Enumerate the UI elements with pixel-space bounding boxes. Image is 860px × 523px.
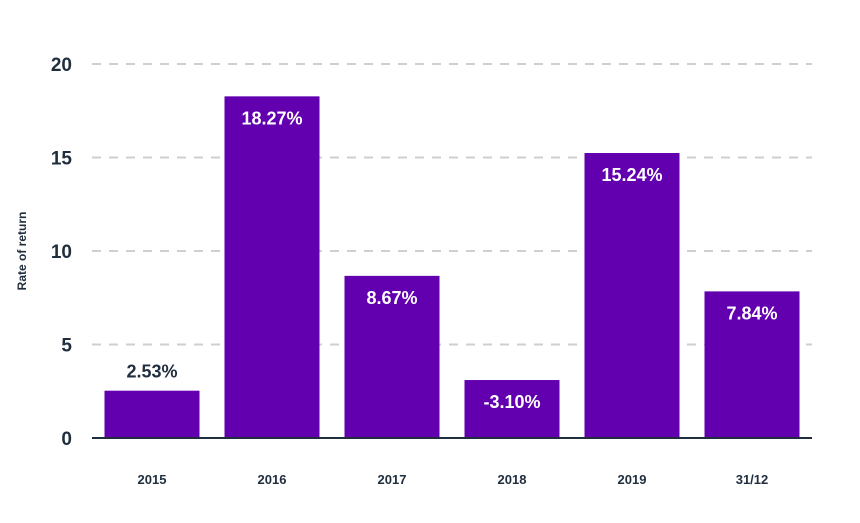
bar-2017: [344, 275, 440, 438]
y-tick-label: 15: [51, 149, 73, 170]
data-label: 7.84%: [726, 303, 777, 323]
y-tick-label: 5: [61, 336, 72, 357]
gridlines: [92, 63, 812, 346]
y-tick-label: 0: [61, 429, 72, 450]
x-tick-label: 2015: [138, 472, 167, 487]
bars: [104, 96, 800, 438]
data-label: 18.27%: [241, 108, 302, 128]
bar-2016: [224, 96, 320, 438]
y-axis-ticks: 0 5 10 15 20: [51, 55, 73, 450]
y-tick-label: 10: [51, 242, 72, 263]
y-tick-label: 20: [51, 55, 72, 76]
bar-2015: [104, 390, 200, 438]
x-tick-label: 2018: [498, 472, 527, 487]
y-axis-label: Rate of return: [15, 212, 29, 291]
x-tick-label: 2019: [618, 472, 647, 487]
x-axis-ticks: 2015 2016 2017 2018 2019 31/12: [138, 472, 769, 487]
data-labels: 2.53% 18.27% 8.67% -3.10% 15.24% 7.84%: [126, 108, 777, 412]
data-label: 8.67%: [366, 288, 417, 308]
x-tick-label: 2016: [258, 472, 287, 487]
bar-31-12: [704, 291, 800, 438]
x-tick-label: 2017: [378, 472, 407, 487]
x-tick-label: 31/12: [736, 472, 769, 487]
bar-2018: [464, 380, 560, 438]
data-label: -3.10%: [483, 392, 540, 412]
bar-2019: [584, 153, 680, 438]
data-label: 2.53%: [126, 362, 177, 382]
data-label: 15.24%: [601, 165, 662, 185]
